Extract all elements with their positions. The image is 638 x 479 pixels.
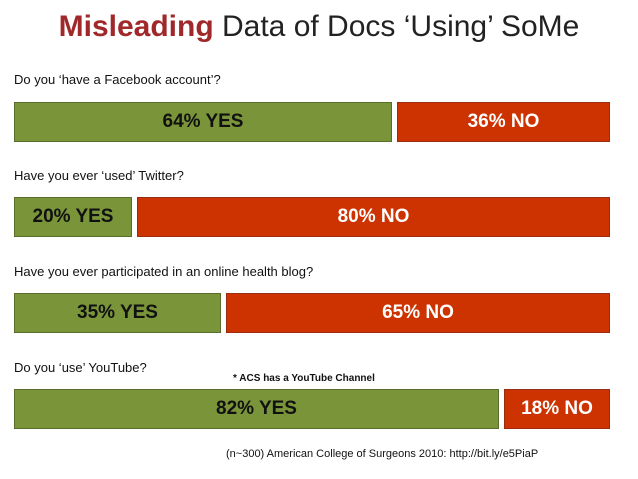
bar-no: 18% NO: [504, 389, 610, 429]
bar-no: 65% NO: [226, 293, 610, 333]
youtube-annotation: * ACS has a YouTube Channel: [233, 373, 375, 384]
bar-no: 36% NO: [397, 102, 610, 142]
bar-no: 80% NO: [137, 197, 610, 237]
bar-yes: 35% YES: [14, 293, 221, 333]
bar-yes-label: 35% YES: [77, 302, 158, 323]
chart-title: Misleading Data of Docs ‘Using’ SoMe: [0, 10, 638, 44]
question-blog: Have you ever participated in an online …: [14, 264, 314, 279]
bar-row-youtube: 82% YES 18% NO: [14, 389, 610, 429]
title-accent: Misleading: [58, 10, 214, 43]
bar-yes: 20% YES: [14, 197, 132, 237]
bar-no-label: 18% NO: [521, 398, 593, 419]
bar-row-twitter: 20% YES 80% NO: [14, 197, 610, 237]
source-note: (n~300) American College of Surgeons 201…: [226, 448, 539, 460]
bar-no-label: 36% NO: [467, 111, 540, 132]
question-twitter: Have you ever ‘used’ Twitter?: [14, 168, 184, 183]
bar-yes: 64% YES: [14, 102, 392, 142]
bar-row-facebook: 64% YES 36% NO: [14, 102, 610, 142]
bar-yes-label: 82% YES: [216, 398, 297, 419]
question-facebook: Do you ‘have a Facebook account’?: [14, 72, 221, 87]
bar-yes-label: 20% YES: [32, 206, 114, 227]
bar-row-blog: 35% YES 65% NO: [14, 293, 610, 333]
question-youtube: Do you ‘use’ YouTube?: [14, 360, 147, 375]
bar-no-label: 80% NO: [337, 206, 410, 227]
bar-yes-label: 64% YES: [162, 111, 244, 132]
bar-yes: 82% YES: [14, 389, 499, 429]
title-rest: Data of Docs ‘Using’ SoMe: [213, 10, 580, 43]
bar-no-label: 65% NO: [382, 302, 454, 323]
